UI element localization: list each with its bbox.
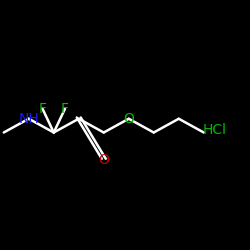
Text: NH: NH [18,112,39,126]
Text: O: O [123,112,134,126]
Text: HCl: HCl [203,123,227,137]
Text: F: F [38,102,46,116]
Text: F: F [61,102,69,116]
Text: O: O [98,153,109,167]
